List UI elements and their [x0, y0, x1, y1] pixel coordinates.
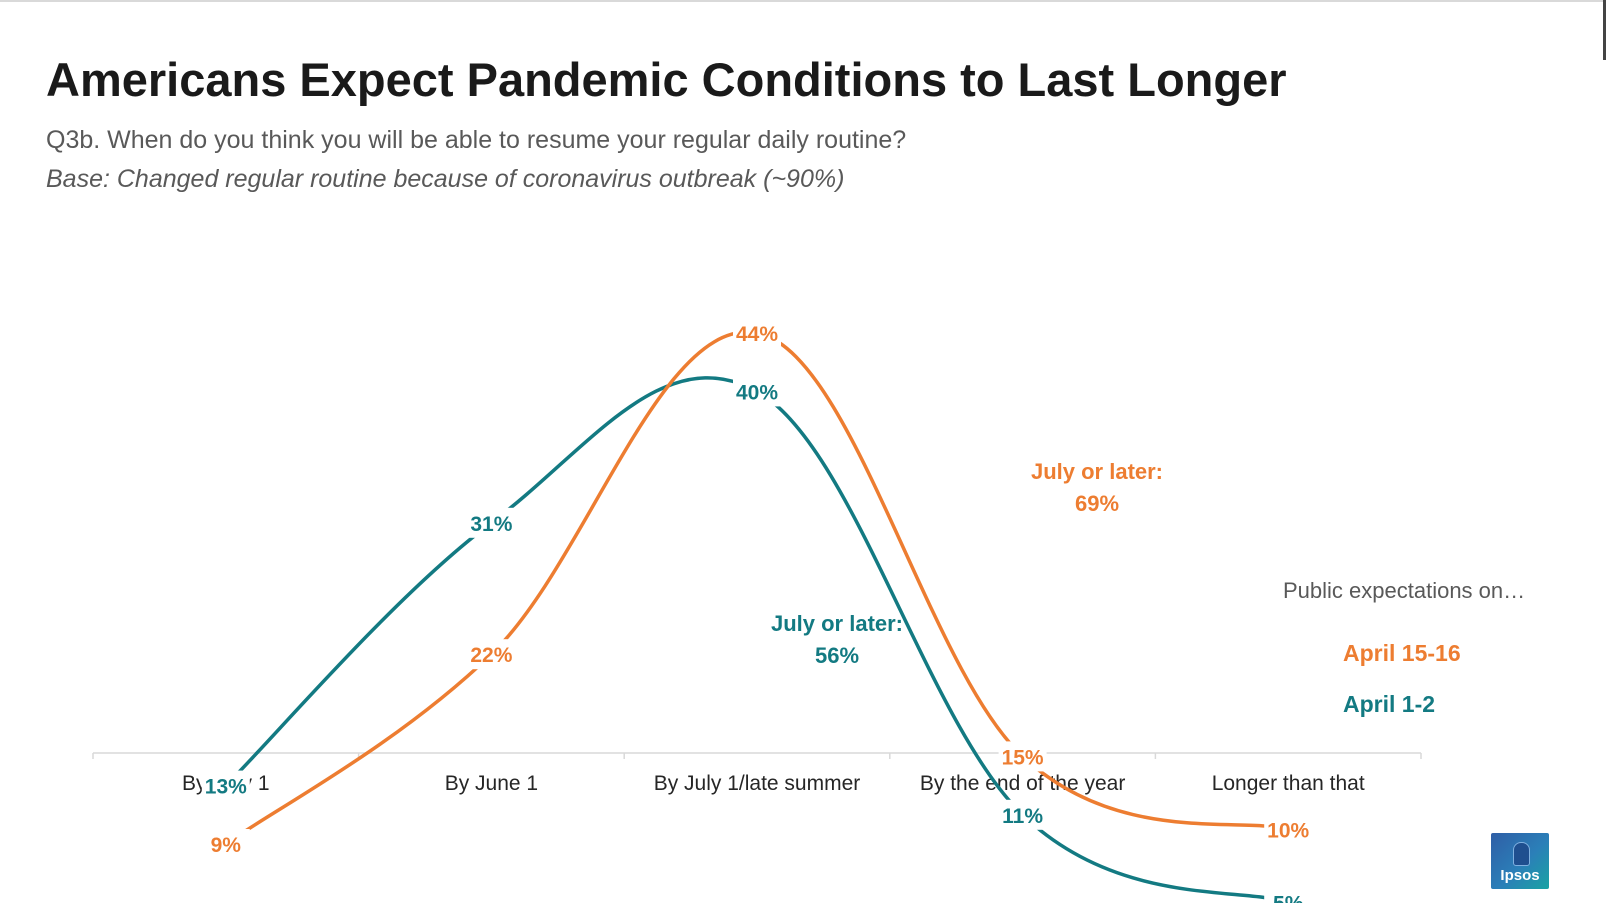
annotation-label-april-15-16: July or later:	[1031, 459, 1163, 484]
data-label-april-1-2: 11%	[1002, 805, 1043, 828]
data-label-april-1-2: 31%	[470, 513, 512, 536]
data-label-april-15-16: 9%	[211, 834, 242, 857]
data-label-background	[1264, 887, 1313, 903]
data-label-background	[998, 799, 1047, 830]
data-label-background	[201, 770, 250, 801]
ipsos-logo: Ipsos	[1491, 833, 1549, 889]
x-tick-label: By July 1/late summer	[654, 772, 861, 795]
page-title: Americans Expect Pandemic Conditions to …	[46, 53, 1287, 106]
data-label-april-15-16: 44%	[736, 323, 778, 346]
data-label-april-15-16: 22%	[470, 644, 512, 667]
data-label-background	[733, 376, 781, 407]
legend-label-april-15-16: April 15-16	[1343, 640, 1461, 666]
data-label-background	[1264, 814, 1313, 845]
data-label-april-1-2: 40%	[736, 381, 778, 404]
data-label-april-1-2: 5%	[1273, 892, 1304, 903]
ipsos-logo-text: Ipsos	[1500, 867, 1540, 884]
annotation-label-april-1-2: July or later:	[771, 611, 903, 636]
annotation-value-april-1-2: 56%	[815, 643, 859, 668]
top-divider	[0, 0, 1606, 2]
x-tick-label: By June 1	[445, 772, 538, 795]
data-label-background	[998, 741, 1047, 772]
base-note: Base: Changed regular routine because of…	[46, 165, 845, 193]
question-subtitle: Q3b. When do you think you will be able …	[46, 126, 907, 154]
ipsos-logo-icon	[1513, 842, 1530, 866]
data-label-background	[201, 829, 250, 859]
x-tick-label: Longer than that	[1212, 772, 1365, 795]
series-line-april-1-2	[224, 376, 1290, 903]
legend-title: Public expectations on…	[1283, 578, 1525, 603]
right-edge-marker	[1603, 0, 1606, 60]
data-label-april-15-16: 15%	[1002, 746, 1044, 769]
data-label-background	[733, 318, 781, 348]
data-label-april-1-2: 13%	[205, 776, 247, 799]
x-tick-label: By the end of the year	[920, 772, 1125, 795]
data-label-april-15-16: 10%	[1267, 819, 1309, 842]
series-line-april-15-16	[224, 330, 1290, 846]
annotation-value-april-15-16: 69%	[1075, 491, 1119, 516]
legend-label-april-1-2: April 1-2	[1343, 691, 1435, 717]
data-label-background	[467, 639, 516, 670]
data-label-background	[467, 507, 516, 538]
